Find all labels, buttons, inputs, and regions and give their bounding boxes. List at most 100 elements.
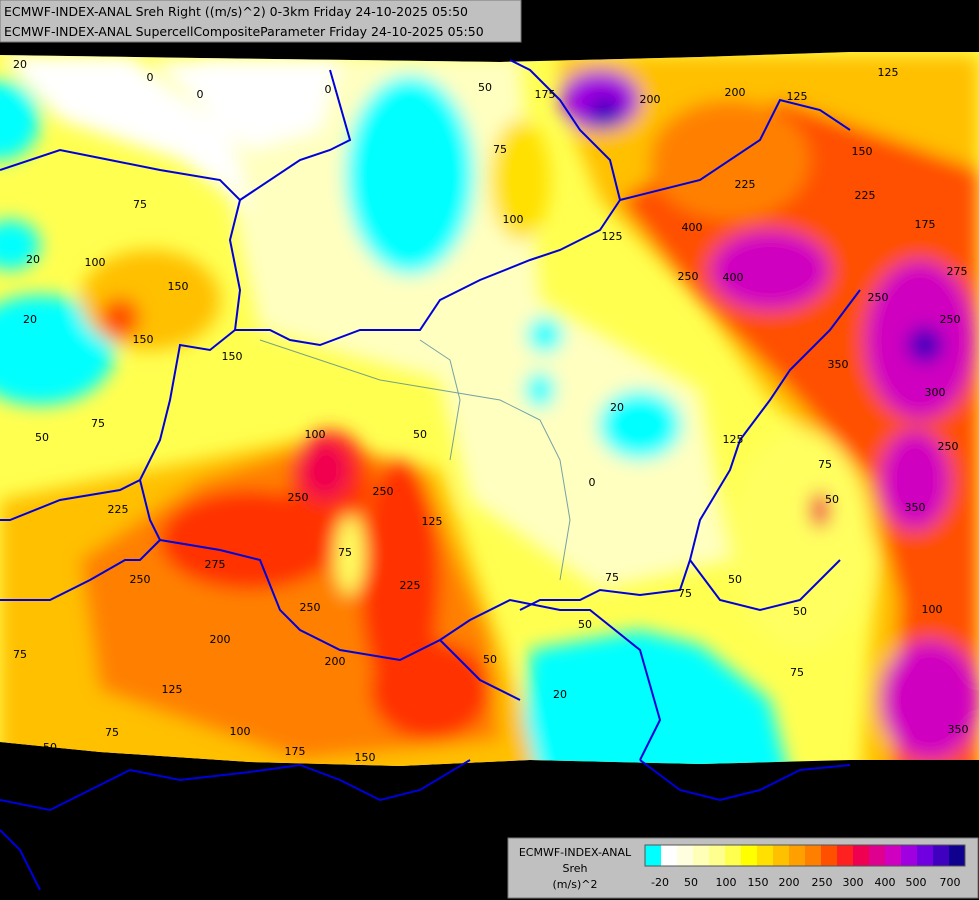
contour-label: 50 xyxy=(578,618,592,631)
legend-tick-label: 300 xyxy=(843,876,864,889)
contour-label: 400 xyxy=(682,221,703,234)
contour-label: 200 xyxy=(640,93,661,106)
contour-label: 100 xyxy=(85,256,106,269)
contour-label: 125 xyxy=(723,433,744,446)
color-swatch xyxy=(917,845,934,866)
contour-label: 150 xyxy=(355,751,376,764)
contour-label: 75 xyxy=(338,546,352,559)
contour-label: 75 xyxy=(133,198,147,211)
contour-label: 125 xyxy=(878,66,899,79)
header-line: ECMWF-INDEX-ANAL Sreh Right ((m/s)^2) 0-… xyxy=(4,4,468,19)
header-line: ECMWF-INDEX-ANAL SupercellCompositeParam… xyxy=(4,24,484,39)
color-swatch xyxy=(949,845,966,866)
contour-label: 250 xyxy=(678,270,699,283)
legend-tick-label: 250 xyxy=(812,876,833,889)
contour-label: 300 xyxy=(925,386,946,399)
contour-label: 200 xyxy=(725,86,746,99)
contour-label: 50 xyxy=(483,653,497,666)
field xyxy=(0,52,979,766)
contour-label: 50 xyxy=(728,573,742,586)
contour-label: 125 xyxy=(602,230,623,243)
color-swatch xyxy=(789,845,806,866)
legend-title: ECMWF-INDEX-ANAL xyxy=(519,846,632,859)
legend-tick-label: 500 xyxy=(906,876,927,889)
contour-label: 75 xyxy=(790,666,804,679)
contour-label: 250 xyxy=(130,573,151,586)
contour-label: 50 xyxy=(793,605,807,618)
legend-tick-label: 400 xyxy=(875,876,896,889)
contour-label: 350 xyxy=(948,723,969,736)
contour-label: 150 xyxy=(222,350,243,363)
contour-label: 20 xyxy=(13,58,27,71)
contour-label: 0 xyxy=(325,83,332,96)
contour-label: 50 xyxy=(478,81,492,94)
color-swatch xyxy=(677,845,694,866)
colorbar-frame xyxy=(644,844,966,867)
contour-label: 175 xyxy=(535,88,556,101)
color-swatch xyxy=(709,845,726,866)
contour-label: 150 xyxy=(168,280,189,293)
contour-label: 75 xyxy=(91,417,105,430)
contour-label: 250 xyxy=(373,485,394,498)
contour-label: 125 xyxy=(162,683,183,696)
color-swatch xyxy=(693,845,710,866)
contour-label: 0 xyxy=(197,88,204,101)
colorbar: -20 50 100 150 200 250 300 400 500 700 xyxy=(644,844,966,889)
contour-label: 20 xyxy=(553,688,567,701)
color-swatch xyxy=(901,845,918,866)
contour-label: 250 xyxy=(940,313,961,326)
contour-label: 100 xyxy=(503,213,524,226)
rivers xyxy=(259,339,571,581)
contour-label: 250 xyxy=(868,291,889,304)
contour-label: 200 xyxy=(325,655,346,668)
color-swatch xyxy=(757,845,774,866)
contour-label: 150 xyxy=(133,333,154,346)
contour-label: 0 xyxy=(589,476,596,489)
contour-label: 225 xyxy=(735,178,756,191)
contour-label: 50 xyxy=(35,431,49,444)
color-swatch xyxy=(933,845,950,866)
contour-label: 250 xyxy=(300,601,321,614)
contour-label: 0 xyxy=(147,71,154,84)
contour-label: 175 xyxy=(915,218,936,231)
color-swatch xyxy=(773,845,790,866)
contour-label: 50 xyxy=(825,493,839,506)
contour-label: 400 xyxy=(723,271,744,284)
legend-title: (m/s)^2 xyxy=(553,878,598,891)
contour-label: 75 xyxy=(105,726,119,739)
contour-label: 20 xyxy=(26,253,40,266)
contour-label: 50 xyxy=(413,428,427,441)
contour-label: 175 xyxy=(285,745,306,758)
contour-label: 350 xyxy=(828,358,849,371)
contour-label: 20 xyxy=(610,401,624,414)
legend-tick-label: -20 xyxy=(651,876,669,889)
contour-label: 275 xyxy=(205,558,226,571)
contour-label: 225 xyxy=(855,189,876,202)
color-swatch xyxy=(821,845,838,866)
contour-label: 75 xyxy=(678,587,692,600)
legend-tick-label: 50 xyxy=(684,876,698,889)
contour-label: 75 xyxy=(493,143,507,156)
legend-tick-label: 700 xyxy=(940,876,961,889)
contour-label: 275 xyxy=(947,265,968,278)
contour-label: 200 xyxy=(210,633,231,646)
legend-tick-label: 200 xyxy=(779,876,800,889)
contour-label: 250 xyxy=(938,440,959,453)
contour-label: 75 xyxy=(13,648,27,661)
color-swatch xyxy=(645,845,662,866)
contour-label: 125 xyxy=(787,90,808,103)
contour-label: 50 xyxy=(43,741,57,754)
contour-label: 150 xyxy=(852,145,873,158)
color-swatch xyxy=(837,845,854,866)
contour-label: 225 xyxy=(400,579,421,592)
contour-label: 100 xyxy=(922,603,943,616)
contour-label: 350 xyxy=(905,501,926,514)
contour-label: 100 xyxy=(305,428,326,441)
header-box xyxy=(0,0,522,43)
country-borders xyxy=(0,59,861,891)
color-swatch xyxy=(853,845,870,866)
contour-label: 75 xyxy=(605,571,619,584)
contour-label: 75 xyxy=(818,458,832,471)
